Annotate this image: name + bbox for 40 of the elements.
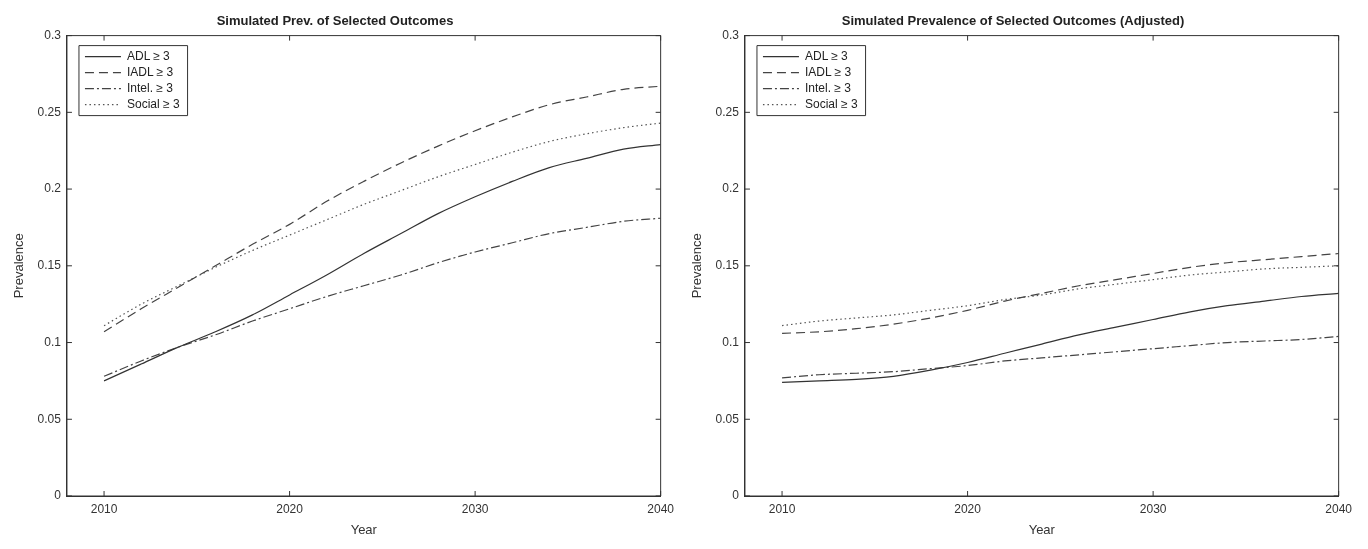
y-tick-label: 0.15 xyxy=(715,258,740,273)
y-tick-label: 0.2 xyxy=(44,181,62,196)
chart-title: Simulated Prev. of Selected Outcomes xyxy=(216,13,454,29)
legend-label: IADL ≥ 3 xyxy=(126,64,174,79)
y-tick-label: 0 xyxy=(54,488,62,503)
x-tick-label: 2040 xyxy=(647,501,675,516)
y-tick-label: 0 xyxy=(732,488,740,503)
x-axis-title: Year xyxy=(1028,521,1056,537)
y-tick-label: 0.3 xyxy=(722,27,740,42)
line-series xyxy=(781,335,1339,379)
legend-label: IADL ≥ 3 xyxy=(804,64,852,79)
y-tick-label: 0.25 xyxy=(715,104,740,119)
y-tick-label: 0.1 xyxy=(722,334,740,349)
x-tick-label: 2020 xyxy=(954,501,982,516)
legend-label: Intel. ≥ 3 xyxy=(126,80,174,95)
chart-title: Simulated Prevalence of Selected Outcomes (Adjusted) xyxy=(841,13,1185,29)
legend-label: Intel. ≥ 3 xyxy=(804,80,852,95)
x-axis-title: Year xyxy=(350,521,378,537)
y-tick-label: 0.15 xyxy=(37,258,62,273)
y-axis-title: Prevalence xyxy=(689,233,705,299)
x-tick-label: 2030 xyxy=(461,501,489,516)
y-tick-label: 0.2 xyxy=(722,181,740,196)
y-tick-label: 0.1 xyxy=(44,334,62,349)
y-tick-label: 0.05 xyxy=(37,411,62,426)
x-tick-label: 2030 xyxy=(1139,501,1167,516)
y-tick-label: 0.05 xyxy=(715,411,740,426)
line-series xyxy=(781,252,1339,334)
x-tick-label: 2020 xyxy=(276,501,304,516)
legend-label: Social ≥ 3 xyxy=(804,96,858,111)
line-series xyxy=(103,122,661,327)
legend-label: ADL ≥ 3 xyxy=(804,48,849,63)
y-axis-title: Prevalence xyxy=(11,233,27,299)
y-tick-label: 0.3 xyxy=(44,27,62,42)
line-series xyxy=(103,217,661,377)
legend-label: Social ≥ 3 xyxy=(126,96,180,111)
x-tick-label: 2010 xyxy=(768,501,796,516)
y-tick-label: 0.25 xyxy=(37,104,62,119)
x-tick-label: 2010 xyxy=(90,501,118,516)
x-tick-label: 2040 xyxy=(1325,501,1353,516)
legend-label: ADL ≥ 3 xyxy=(126,48,171,63)
